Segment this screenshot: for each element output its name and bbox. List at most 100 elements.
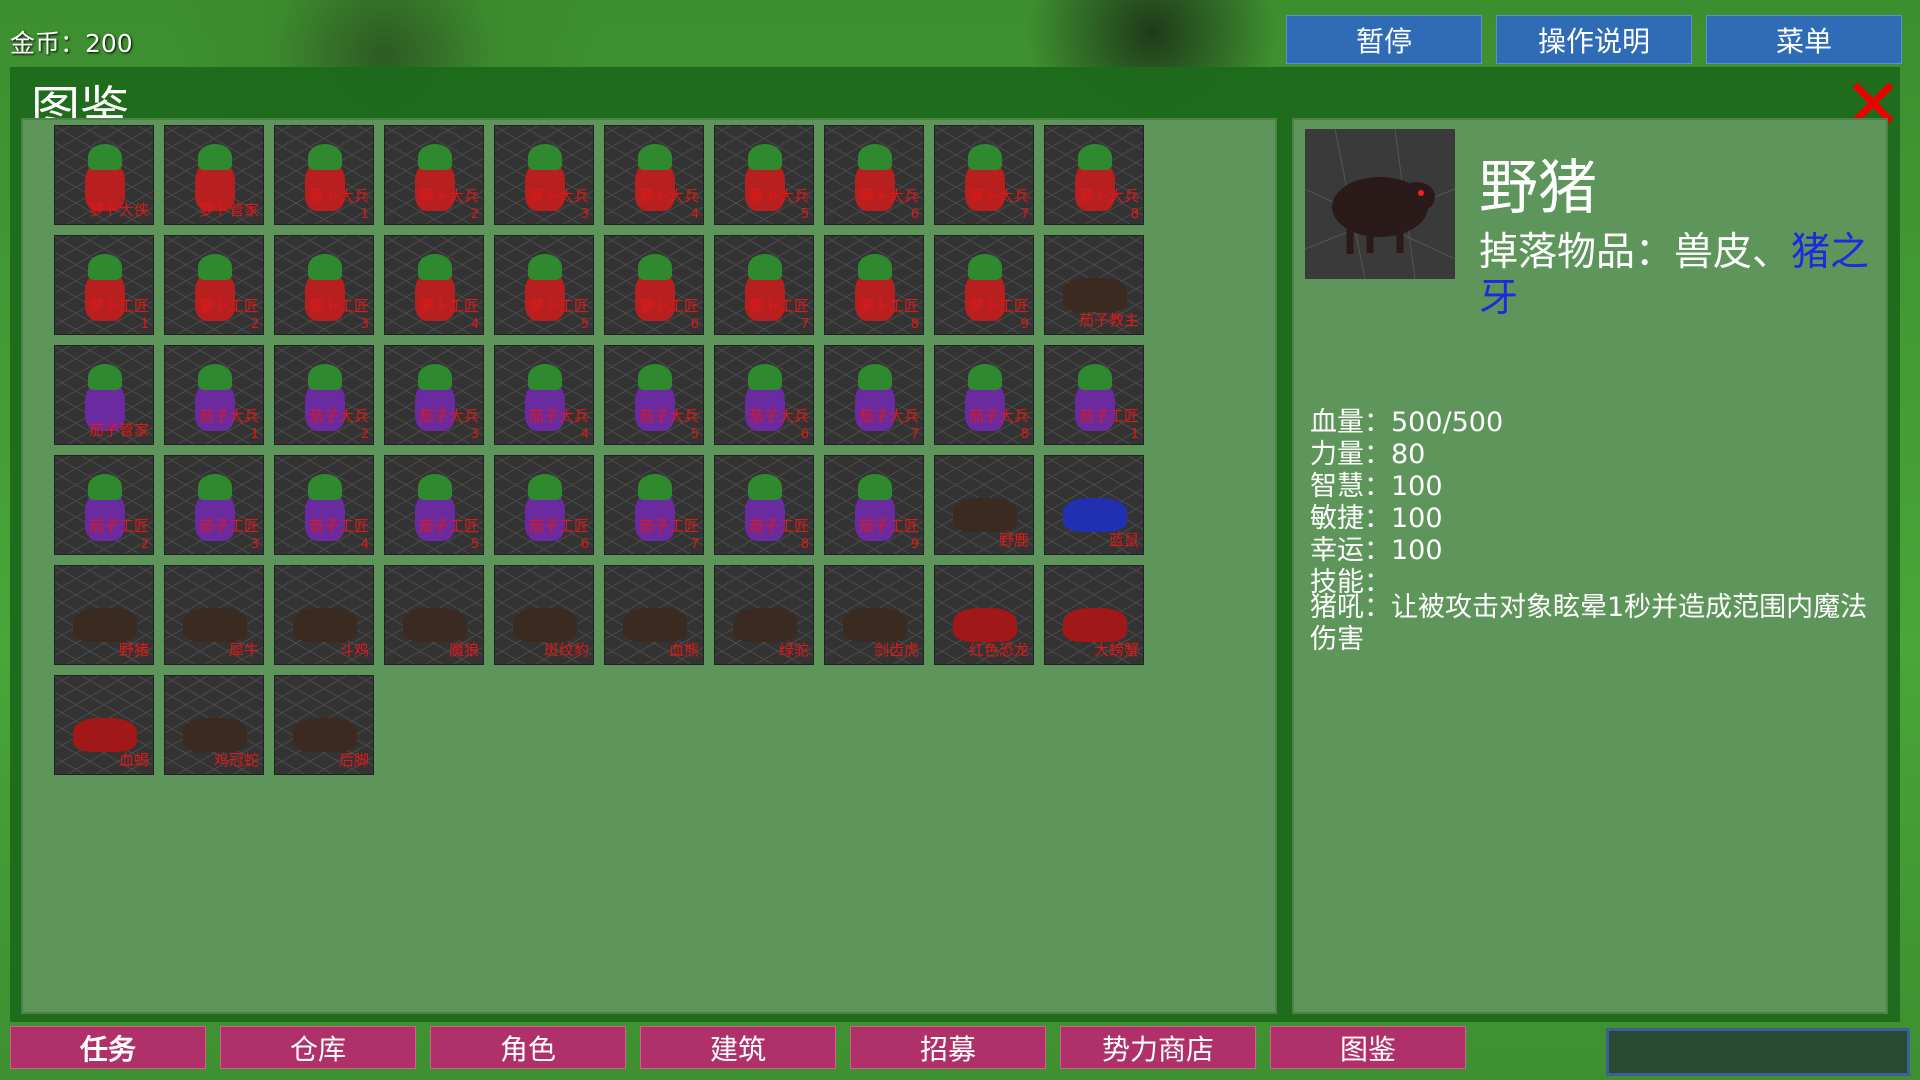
codex-item[interactable]: 萝卜工匠 5 xyxy=(494,235,594,335)
codex-item[interactable]: 茄子工匠 1 xyxy=(1044,345,1144,445)
tab-button[interactable]: 角色 xyxy=(430,1026,626,1069)
codex-item[interactable]: 萝卜大兵 1 xyxy=(274,125,374,225)
figure-hat xyxy=(528,144,562,170)
codex-item[interactable]: 茄子工匠 5 xyxy=(384,455,484,555)
figure-hat xyxy=(638,474,672,500)
codex-item[interactable]: 萝卜工匠 1 xyxy=(54,235,154,335)
item-number: 6 xyxy=(690,317,699,332)
creature xyxy=(403,608,467,642)
item-number: 3 xyxy=(470,427,479,442)
codex-item[interactable]: 鸡冠蛇 xyxy=(164,675,264,775)
codex-item[interactable]: 剑齿虎 xyxy=(824,565,924,665)
codex-item[interactable]: 蓝鼠 xyxy=(1044,455,1144,555)
creature xyxy=(183,608,247,642)
item-name: 斑纹豹 xyxy=(543,641,589,659)
tab-button[interactable]: 图鉴 xyxy=(1270,1026,1466,1069)
codex-item[interactable]: 野鹿 xyxy=(934,455,1034,555)
codex-item[interactable]: 萝卜工匠 4 xyxy=(384,235,484,335)
codex-item[interactable]: 红色恐龙 xyxy=(934,565,1034,665)
tab-button[interactable]: 任务 xyxy=(10,1026,206,1069)
tab-button[interactable]: 势力商店 xyxy=(1060,1026,1256,1069)
creature xyxy=(513,608,577,642)
item-name: 魔狼 xyxy=(448,641,479,659)
codex-item[interactable]: 斗鸡 xyxy=(274,565,374,665)
codex-item[interactable]: 茄子大兵 8 xyxy=(934,345,1034,445)
item-name: 萝卜工匠 xyxy=(748,297,809,315)
codex-item[interactable]: 绿驼 xyxy=(714,565,814,665)
codex-item[interactable]: 野猪 xyxy=(54,565,154,665)
item-number: 5 xyxy=(470,537,479,552)
codex-item[interactable]: 茄子大兵 3 xyxy=(384,345,484,445)
tab-button[interactable]: 仓库 xyxy=(220,1026,416,1069)
item-number: 4 xyxy=(580,427,589,442)
gold-counter: 金币：200 xyxy=(10,29,133,58)
item-name: 萝卜大兵 xyxy=(528,187,589,205)
item-name: 野猪 xyxy=(118,641,149,659)
item-name: 茄子工匠 xyxy=(308,517,369,535)
figure-hat xyxy=(748,254,782,280)
drop-link[interactable]: 猪之牙 xyxy=(1479,230,1870,321)
codex-item[interactable]: 萝卜工匠 2 xyxy=(164,235,264,335)
item-number: 5 xyxy=(580,317,589,332)
codex-item[interactable]: 萝卜大兵 3 xyxy=(494,125,594,225)
codex-item[interactable]: 斑纹豹 xyxy=(494,565,594,665)
codex-item[interactable]: 大螃蟹 xyxy=(1044,565,1144,665)
codex-item[interactable]: 茄子工匠 2 xyxy=(54,455,154,555)
codex-item[interactable]: 茄子大兵 7 xyxy=(824,345,924,445)
figure-hat xyxy=(88,144,122,170)
stat-row: 血量：500/500 xyxy=(1310,400,1503,439)
codex-item[interactable]: 萝卜大兵 6 xyxy=(824,125,924,225)
creature xyxy=(733,608,797,642)
stat-label: 智慧： xyxy=(1310,471,1391,502)
codex-item[interactable]: 犀牛 xyxy=(164,565,264,665)
item-number: 1 xyxy=(140,317,149,332)
codex-item[interactable]: 萝卜工匠 3 xyxy=(274,235,374,335)
codex-item[interactable]: 萝卜大侠 xyxy=(54,125,154,225)
codex-item[interactable]: 萝卜大兵 2 xyxy=(384,125,484,225)
stat-label: 技能： xyxy=(1310,567,1391,598)
codex-item[interactable]: 萝卜工匠 7 xyxy=(714,235,814,335)
codex-item[interactable]: 萝卜大兵 7 xyxy=(934,125,1034,225)
figure-hat xyxy=(198,144,232,170)
codex-item[interactable]: 茄子工匠 3 xyxy=(164,455,264,555)
menu-button[interactable]: 菜单 xyxy=(1706,15,1902,64)
item-name: 野鹿 xyxy=(998,531,1029,549)
creature xyxy=(73,608,137,642)
creature xyxy=(953,498,1017,532)
codex-item[interactable]: 茄子工匠 7 xyxy=(604,455,704,555)
codex-item[interactable]: 萝卜大兵 5 xyxy=(714,125,814,225)
codex-item[interactable]: 茄子工匠 4 xyxy=(274,455,374,555)
creature xyxy=(1063,498,1127,532)
pause-button[interactable]: 暂停 xyxy=(1286,15,1482,64)
item-name: 萝卜大兵 xyxy=(748,187,809,205)
codex-item[interactable]: 萝卜工匠 9 xyxy=(934,235,1034,335)
item-name: 萝卜大兵 xyxy=(858,187,919,205)
help-button[interactable]: 操作说明 xyxy=(1496,15,1692,64)
codex-item[interactable]: 茄子管家 xyxy=(54,345,154,445)
codex-item[interactable]: 茄子大兵 2 xyxy=(274,345,374,445)
codex-item[interactable]: 茄子工匠 8 xyxy=(714,455,814,555)
codex-item[interactable]: 茄子大兵 5 xyxy=(604,345,704,445)
codex-item[interactable]: 血蝎 xyxy=(54,675,154,775)
codex-item[interactable]: 魔狼 xyxy=(384,565,484,665)
tab-button[interactable]: 招募 xyxy=(850,1026,1046,1069)
codex-item[interactable]: 后脚 xyxy=(274,675,374,775)
codex-item[interactable]: 萝卜管家 xyxy=(164,125,264,225)
item-name: 茄子大兵 xyxy=(198,407,259,425)
creature xyxy=(183,718,247,752)
codex-item[interactable]: 茄子大兵 4 xyxy=(494,345,594,445)
codex-item[interactable]: 茄子大兵 1 xyxy=(164,345,264,445)
codex-item[interactable]: 萝卜大兵 8 xyxy=(1044,125,1144,225)
codex-item[interactable]: 茄子教主 xyxy=(1044,235,1144,335)
close-button[interactable] xyxy=(1850,80,1896,126)
codex-item[interactable]: 萝卜工匠 8 xyxy=(824,235,924,335)
codex-item[interactable]: 茄子大兵 6 xyxy=(714,345,814,445)
figure-hat xyxy=(638,254,672,280)
codex-item[interactable]: 茄子工匠 9 xyxy=(824,455,924,555)
codex-item[interactable]: 萝卜大兵 4 xyxy=(604,125,704,225)
codex-item[interactable]: 茄子工匠 6 xyxy=(494,455,594,555)
item-name: 萝卜工匠 xyxy=(858,297,919,315)
codex-item[interactable]: 萝卜工匠 6 xyxy=(604,235,704,335)
tab-button[interactable]: 建筑 xyxy=(640,1026,836,1069)
codex-item[interactable]: 血熊 xyxy=(604,565,704,665)
